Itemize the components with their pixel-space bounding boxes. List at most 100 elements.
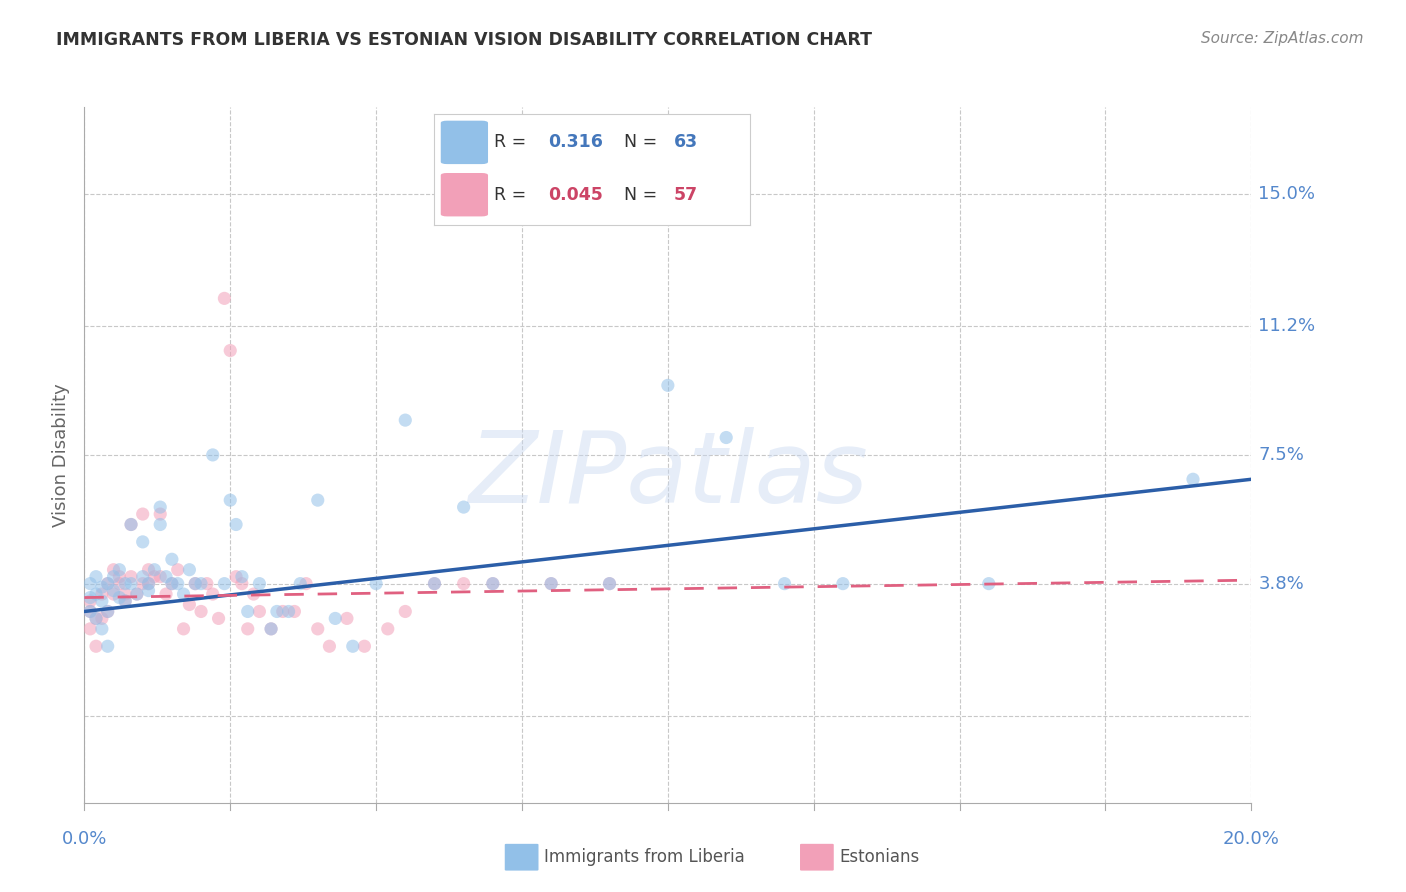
Point xyxy=(103,583,125,598)
Point xyxy=(138,576,160,591)
Point xyxy=(195,576,218,591)
Point xyxy=(283,605,305,619)
FancyBboxPatch shape xyxy=(440,173,488,217)
Point xyxy=(138,563,160,577)
Point xyxy=(97,605,120,619)
Point xyxy=(307,622,329,636)
Point xyxy=(323,611,346,625)
Point xyxy=(423,576,446,591)
Point xyxy=(160,576,183,591)
Point xyxy=(201,587,224,601)
Point xyxy=(173,587,195,601)
Point xyxy=(114,594,136,608)
Point xyxy=(84,639,107,653)
Text: 15.0%: 15.0% xyxy=(1258,185,1316,203)
Point xyxy=(318,639,340,653)
Point xyxy=(125,587,148,601)
Point xyxy=(166,576,188,591)
Point xyxy=(79,622,101,636)
Point xyxy=(366,576,388,591)
Point xyxy=(103,563,125,577)
Point xyxy=(290,576,312,591)
Point xyxy=(236,622,259,636)
Point xyxy=(108,591,131,605)
Point xyxy=(84,570,107,584)
Point xyxy=(79,594,101,608)
Point xyxy=(453,576,475,591)
Point xyxy=(260,622,283,636)
Point xyxy=(540,576,562,591)
Point xyxy=(260,622,283,636)
Text: 0.045: 0.045 xyxy=(548,186,603,203)
Point xyxy=(423,576,446,591)
Point xyxy=(184,576,207,591)
Point xyxy=(714,430,737,444)
Point xyxy=(132,570,155,584)
Point xyxy=(149,507,172,521)
Point xyxy=(214,576,236,591)
Point xyxy=(155,570,177,584)
Text: N =: N = xyxy=(623,186,662,203)
Point xyxy=(342,639,364,653)
Point xyxy=(149,500,172,514)
Text: 7.5%: 7.5% xyxy=(1258,446,1305,464)
Text: IMMIGRANTS FROM LIBERIA VS ESTONIAN VISION DISABILITY CORRELATION CHART: IMMIGRANTS FROM LIBERIA VS ESTONIAN VISI… xyxy=(56,31,872,49)
Point xyxy=(201,448,224,462)
Point xyxy=(132,534,155,549)
Point xyxy=(277,605,299,619)
Point xyxy=(179,598,201,612)
Point xyxy=(103,587,125,601)
Point xyxy=(207,611,229,625)
Text: 20.0%: 20.0% xyxy=(1223,830,1279,847)
Point xyxy=(231,570,253,584)
Point xyxy=(97,576,120,591)
Point xyxy=(132,507,155,521)
Text: R =: R = xyxy=(495,186,531,203)
Point xyxy=(231,576,253,591)
Point xyxy=(97,576,120,591)
Point xyxy=(266,605,288,619)
Point xyxy=(214,291,236,305)
Point xyxy=(481,576,505,591)
Point xyxy=(295,576,318,591)
Point xyxy=(219,493,242,508)
Point xyxy=(225,570,247,584)
Point xyxy=(90,611,112,625)
Text: 0.0%: 0.0% xyxy=(62,830,107,847)
Text: Source: ZipAtlas.com: Source: ZipAtlas.com xyxy=(1201,31,1364,46)
Point xyxy=(190,576,212,591)
Point xyxy=(599,576,621,591)
Point xyxy=(481,576,505,591)
Point xyxy=(236,605,259,619)
Point xyxy=(108,563,131,577)
Text: 57: 57 xyxy=(673,186,697,203)
Point xyxy=(84,587,107,601)
Point xyxy=(394,413,416,427)
Point xyxy=(125,587,148,601)
Text: ZIPatlas: ZIPatlas xyxy=(468,427,868,524)
Point xyxy=(84,611,107,625)
Point xyxy=(773,576,796,591)
Point xyxy=(166,563,188,577)
Point xyxy=(832,576,855,591)
Point xyxy=(173,622,195,636)
Point xyxy=(540,576,562,591)
Point xyxy=(219,343,242,358)
Point xyxy=(108,570,131,584)
Point xyxy=(79,605,101,619)
Text: 3.8%: 3.8% xyxy=(1258,574,1305,592)
Text: 0.316: 0.316 xyxy=(548,134,603,152)
Point xyxy=(120,570,142,584)
Point xyxy=(336,611,359,625)
Point xyxy=(97,605,120,619)
Point xyxy=(394,605,416,619)
Point xyxy=(155,587,177,601)
Point xyxy=(353,639,375,653)
Point xyxy=(79,591,101,605)
Point xyxy=(114,594,136,608)
Point xyxy=(307,493,329,508)
Point xyxy=(79,605,101,619)
Point xyxy=(453,500,475,514)
Point xyxy=(184,576,207,591)
Point xyxy=(143,563,166,577)
